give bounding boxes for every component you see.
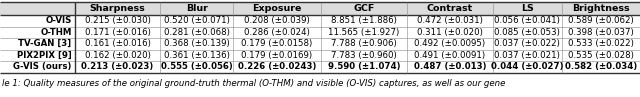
Text: 0.582 (±0.034): 0.582 (±0.034) bbox=[564, 62, 637, 71]
Text: 0.398 (±0.037): 0.398 (±0.037) bbox=[568, 28, 634, 37]
Text: 8.851 (±1.886): 8.851 (±1.886) bbox=[331, 16, 397, 25]
Text: Contrast: Contrast bbox=[427, 4, 473, 13]
Text: 0.535 (±0.028): 0.535 (±0.028) bbox=[568, 51, 634, 60]
Text: TV-GAN [3]: TV-GAN [3] bbox=[19, 39, 72, 48]
Text: 0.555 (±0.056): 0.555 (±0.056) bbox=[161, 62, 233, 71]
Text: 0.056 (±0.041): 0.056 (±0.041) bbox=[494, 16, 560, 25]
Text: 0.589 (±0.062): 0.589 (±0.062) bbox=[568, 16, 634, 25]
Text: Exposure: Exposure bbox=[252, 4, 301, 13]
Text: 7.783 (±0.960): 7.783 (±0.960) bbox=[331, 51, 397, 60]
Text: 0.281 (±0.068): 0.281 (±0.068) bbox=[164, 28, 230, 37]
Text: 0.226 (±0.0243): 0.226 (±0.0243) bbox=[238, 62, 316, 71]
Text: 0.037 (±0.021): 0.037 (±0.021) bbox=[494, 51, 560, 60]
Text: 0.171 (±0.016): 0.171 (±0.016) bbox=[84, 28, 150, 37]
Text: LS: LS bbox=[521, 4, 534, 13]
Text: le 1: Quality measures of the original ground-truth thermal (O-THM) and visible : le 1: Quality measures of the original g… bbox=[2, 79, 506, 88]
Text: 0.472 (±0.031): 0.472 (±0.031) bbox=[417, 16, 483, 25]
Text: 0.361 (±0.136): 0.361 (±0.136) bbox=[164, 51, 230, 60]
Text: 9.590 (±1.074): 9.590 (±1.074) bbox=[328, 62, 400, 71]
Text: 0.215 (±0.030): 0.215 (±0.030) bbox=[84, 16, 150, 25]
Text: O-VIS: O-VIS bbox=[45, 16, 72, 25]
Text: 0.213 (±0.023): 0.213 (±0.023) bbox=[81, 62, 154, 71]
Text: 0.487 (±0.013): 0.487 (±0.013) bbox=[413, 62, 486, 71]
Text: PIX2PIX [9]: PIX2PIX [9] bbox=[17, 51, 72, 60]
Text: 0.044 (±0.027): 0.044 (±0.027) bbox=[491, 62, 564, 71]
Text: 0.492 (±0.0095): 0.492 (±0.0095) bbox=[414, 39, 486, 48]
Text: O-THM: O-THM bbox=[40, 28, 72, 37]
Text: G-VIS (ours): G-VIS (ours) bbox=[13, 62, 72, 71]
Text: 0.286 (±0.024): 0.286 (±0.024) bbox=[244, 28, 310, 37]
Text: GCF: GCF bbox=[353, 4, 374, 13]
Bar bbox=[0, 2, 640, 15]
Text: 0.037 (±0.022): 0.037 (±0.022) bbox=[494, 39, 560, 48]
Text: Brightness: Brightness bbox=[572, 4, 630, 13]
Text: 7.788 (±0.906): 7.788 (±0.906) bbox=[331, 39, 397, 48]
Text: 0.520 (±0.071): 0.520 (±0.071) bbox=[164, 16, 230, 25]
Text: 0.179 (±0.0158): 0.179 (±0.0158) bbox=[241, 39, 312, 48]
Text: 0.161 (±0.016): 0.161 (±0.016) bbox=[84, 39, 150, 48]
Text: 0.533 (±0.022): 0.533 (±0.022) bbox=[568, 39, 634, 48]
Text: 0.368 (±0.139): 0.368 (±0.139) bbox=[164, 39, 230, 48]
Text: 0.311 (±0.020): 0.311 (±0.020) bbox=[417, 28, 483, 37]
Text: 0.162 (±0.020): 0.162 (±0.020) bbox=[84, 51, 150, 60]
Text: 0.491 (±0.0091): 0.491 (±0.0091) bbox=[414, 51, 486, 60]
Text: 0.179 (±0.0169): 0.179 (±0.0169) bbox=[241, 51, 312, 60]
Text: 0.085 (±0.053): 0.085 (±0.053) bbox=[494, 28, 560, 37]
Text: 11.565 (±1.927): 11.565 (±1.927) bbox=[328, 28, 399, 37]
Text: 0.208 (±0.039): 0.208 (±0.039) bbox=[244, 16, 310, 25]
Text: Sharpness: Sharpness bbox=[90, 4, 145, 13]
Text: Blur: Blur bbox=[186, 4, 208, 13]
